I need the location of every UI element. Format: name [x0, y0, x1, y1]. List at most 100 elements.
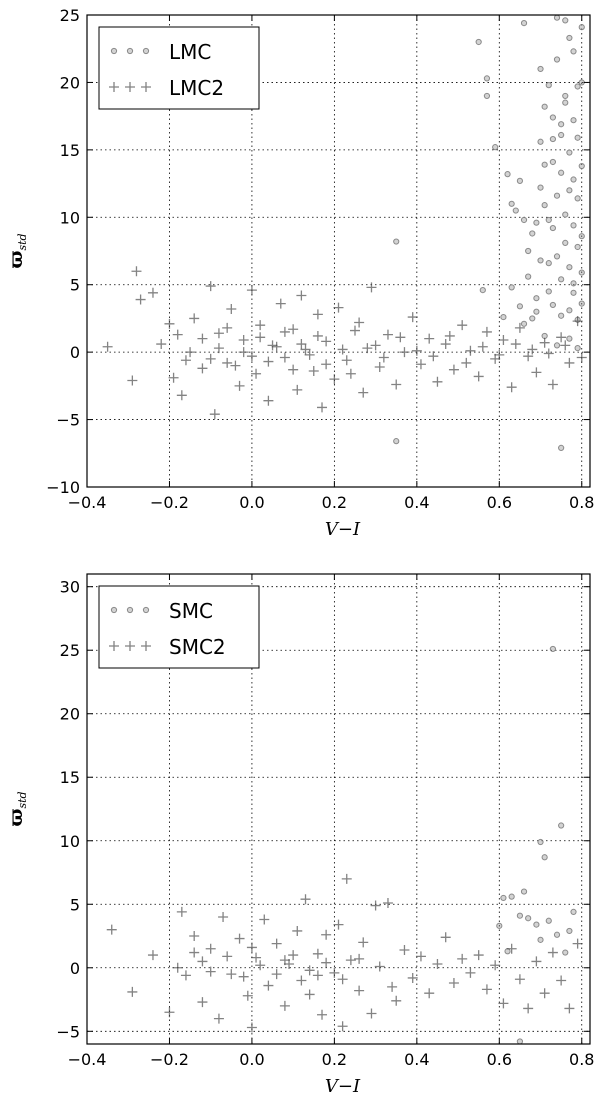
point-lmc	[492, 144, 499, 151]
point-lmc2	[168, 372, 179, 383]
point-smc2	[251, 952, 262, 963]
point-lmc2	[102, 341, 113, 352]
y-tick-label: 15	[60, 768, 80, 787]
point-lmc	[529, 230, 536, 237]
point-lmc	[533, 308, 540, 315]
point-smc2	[242, 990, 253, 1001]
point-lmc2	[300, 344, 311, 355]
point-lmc2	[156, 339, 167, 350]
point-lmc2	[424, 333, 435, 344]
point-smc2	[271, 938, 282, 949]
point-lmc2	[263, 395, 274, 406]
point-smc2	[424, 988, 435, 999]
legend-marker-smc	[126, 606, 134, 614]
point-smc	[553, 931, 561, 938]
point-smc	[549, 645, 556, 653]
y-axis-label-subscript: std	[16, 233, 29, 250]
point-lmc	[578, 162, 585, 170]
point-lmc	[566, 335, 573, 342]
point-lmc	[393, 438, 400, 445]
point-lmc	[558, 169, 565, 176]
point-lmc2	[279, 326, 290, 337]
point-lmc2	[576, 352, 587, 363]
point-lmc2	[312, 309, 323, 320]
point-lmc2	[358, 387, 369, 398]
point-lmc	[553, 192, 561, 199]
point-lmc2	[317, 402, 328, 413]
point-lmc	[504, 171, 511, 178]
y-tick-label: 25	[60, 6, 80, 25]
point-lmc	[562, 99, 569, 106]
point-lmc2	[205, 281, 216, 292]
point-lmc	[529, 315, 536, 322]
point-lmc	[570, 117, 577, 124]
point-smc2	[263, 980, 274, 991]
point-lmc	[549, 224, 556, 232]
point-smc	[520, 888, 528, 895]
point-smc2	[279, 955, 290, 966]
point-lmc2	[461, 357, 472, 368]
point-lmc2	[304, 349, 315, 360]
point-smc2	[473, 950, 484, 961]
point-lmc2	[209, 409, 220, 420]
x-tick-label: −0.2	[150, 493, 189, 512]
point-smc2	[407, 972, 418, 983]
point-smc2	[523, 1003, 534, 1014]
point-smc2	[366, 1008, 377, 1019]
plot-frame	[86, 573, 591, 1045]
point-smc2	[312, 970, 323, 981]
point-smc2	[448, 978, 459, 989]
point-smc	[541, 854, 548, 861]
point-lmc	[553, 56, 561, 63]
x-axis-label: V−I	[325, 519, 361, 540]
point-lmc2	[481, 326, 492, 337]
legend-marker-lmc	[142, 47, 150, 55]
point-smc2	[147, 950, 158, 961]
point-smc2	[556, 975, 567, 986]
point-lmc	[574, 243, 581, 251]
point-lmc2	[329, 374, 340, 385]
point-smc	[504, 948, 511, 955]
point-smc2	[304, 989, 315, 1000]
point-smc2	[432, 958, 443, 969]
legend: SMC SMC2	[98, 585, 260, 669]
point-lmc2	[255, 332, 266, 343]
point-lmc2	[543, 348, 554, 359]
point-lmc	[508, 200, 515, 207]
legend-marker-smc2	[109, 641, 119, 651]
legend-marker-smc	[110, 606, 118, 614]
point-smc2	[498, 998, 509, 1009]
x-tick-label: 0.0	[239, 493, 264, 512]
point-lmc2	[457, 320, 468, 331]
y-tick-label: 20	[60, 705, 80, 724]
point-smc2	[279, 1000, 290, 1011]
point-smc2	[164, 1007, 175, 1018]
point-smc2	[300, 894, 311, 905]
point-lmc	[545, 288, 552, 295]
point-lmc	[549, 158, 556, 166]
point-lmc	[553, 253, 561, 260]
legend-marker-smc	[142, 606, 150, 614]
point-lmc	[562, 239, 569, 247]
y-tick-label: 15	[60, 141, 80, 160]
point-lmc2	[127, 375, 138, 386]
point-smc	[525, 915, 532, 922]
point-smc2	[255, 960, 266, 971]
point-lmc	[537, 65, 544, 73]
point-lmc2	[378, 352, 389, 363]
point-smc2	[382, 898, 393, 908]
point-smc2	[539, 988, 550, 999]
legend-label-smc2: SMC2	[169, 635, 226, 659]
y-axis-label: ϖstd	[5, 233, 29, 268]
point-lmc2	[477, 341, 488, 352]
point-smc2	[374, 961, 385, 972]
point-lmc	[574, 344, 581, 352]
point-lmc	[508, 284, 515, 291]
point-lmc	[570, 176, 577, 183]
point-lmc2	[531, 367, 542, 378]
point-lmc2	[514, 322, 525, 333]
point-lmc	[558, 312, 565, 319]
point-lmc2	[246, 351, 257, 362]
